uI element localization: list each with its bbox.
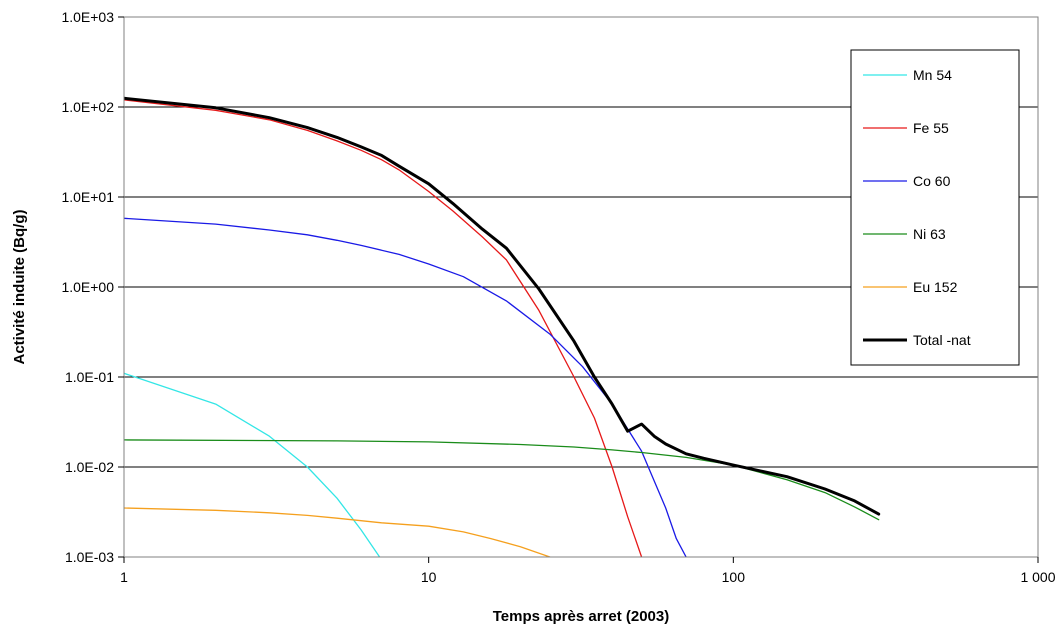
x-tick-label: 1 000 [1020,569,1055,585]
x-axis-ticks: 1 10 100 1 000 [120,557,1056,585]
legend-label-ni-63: Ni 63 [913,226,946,242]
legend: Mn 54 Fe 55 Co 60 Ni 63 Eu 152 Total -nat [850,49,1020,366]
series-line-co-60 [124,217,687,557]
y-tick-label: 1.0E+01 [61,189,114,205]
legend-label-co-60: Co 60 [913,173,951,189]
series-line-total-nat [124,96,881,516]
y-tick-label: 1.0E+00 [61,279,114,295]
y-axis-ticks: 1.0E-03 1.0E-02 1.0E-01 1.0E+00 1.0E+01 1.0E+… [61,9,124,565]
legend-label-total-nat: Total -nat [913,332,971,348]
x-tick-label: 1 [120,569,128,585]
series-line-mn-54 [124,372,381,557]
series-line-fe-55 [124,99,643,557]
legend-label-eu-152: Eu 152 [913,279,958,295]
y-tick-label: 1.0E-01 [65,369,114,385]
legend-label-fe-55: Fe 55 [913,120,949,136]
y-axis-title: Activité induite (Bq/g) [11,210,28,365]
series-line-ni-63 [124,439,880,521]
y-tick-label: 1.0E-02 [65,459,114,475]
legend-box [850,49,1020,366]
series-layer [124,96,881,557]
series-line-eu-152 [124,507,551,557]
legend-label-mn-54: Mn 54 [913,67,952,83]
y-tick-label: 1.0E+02 [61,99,114,115]
x-tick-label: 10 [421,569,437,585]
y-tick-label: 1.0E-03 [65,549,114,565]
x-axis-title: Temps après arret (2003) [493,608,669,625]
y-tick-label: 1.0E+03 [61,9,114,25]
x-tick-label: 100 [722,569,746,585]
